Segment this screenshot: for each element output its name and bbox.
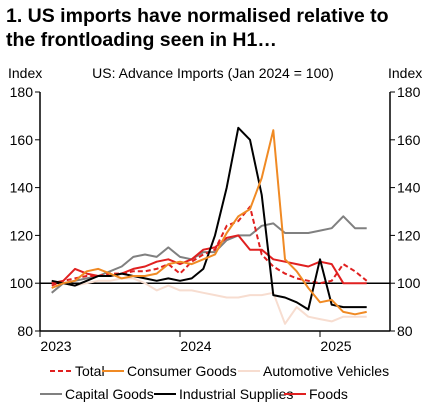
series-line-total (51, 205, 368, 287)
legend-label-automotive-vehicles: Automotive Vehicles (263, 363, 389, 379)
series-line-consumer-goods (51, 129, 367, 316)
left-y-tick-label: 120 (10, 227, 34, 243)
chart-subtitle: US: Advance Imports (Jan 2024 = 100) (92, 65, 334, 81)
left-y-tick-label: 160 (10, 132, 34, 148)
series-lines (51, 126, 368, 325)
chart-title-line-1: 1. US imports have normalised relative t… (6, 5, 389, 27)
legend-label-total: Total (75, 363, 105, 379)
series-line-automotive-vehicles (51, 277, 367, 325)
right-axis-label: Index (388, 65, 422, 81)
legend-label-foods: Foods (309, 386, 348, 402)
chart-title: 1. US imports have normalised relative t… (6, 4, 426, 52)
left-y-tick-label: 180 (10, 84, 34, 100)
right-y-tick-label: 80 (397, 323, 413, 339)
right-y-tick-label: 100 (397, 275, 421, 291)
right-y-tick-label: 180 (397, 84, 421, 100)
chart-legend: Total Consumer Goods Automotive Vehicles Ca… (40, 363, 389, 402)
left-y-tick-label: 100 (10, 275, 34, 291)
legend-label-consumer-goods: Consumer Goods (127, 363, 237, 379)
series-line-industrial-supplies (51, 126, 367, 311)
x-tick-label: 2023 (40, 338, 71, 354)
right-y-tick-label: 120 (397, 227, 421, 243)
right-y-tick-label: 140 (397, 180, 421, 196)
right-y-tick-label: 160 (397, 132, 421, 148)
legend-label-industrial-supplies: Industrial Supplies (179, 386, 293, 402)
chart-axes: 80 80 100 100 120 120 140 140 160 160 180 180 (10, 84, 421, 339)
legend-label-capital-goods: Capital Goods (65, 386, 154, 402)
chart-title-line-2: the frontloading seen in H1… (6, 29, 277, 51)
left-y-tick-label: 140 (10, 180, 34, 196)
left-axis-label: Index (8, 65, 42, 81)
x-tick-label: 2025 (320, 338, 351, 354)
x-axis: 2023 2024 2025 (39, 330, 390, 354)
left-y-tick-label: 80 (17, 323, 33, 339)
x-tick-label: 2024 (180, 338, 211, 354)
